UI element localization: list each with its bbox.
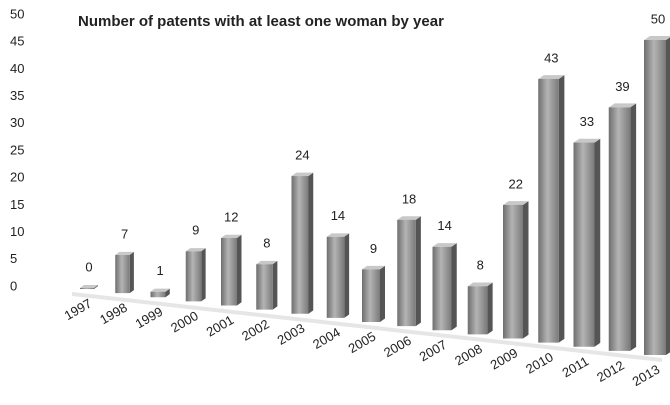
- value-label: 9: [192, 223, 199, 238]
- bar-side: [94, 285, 98, 289]
- bar: [362, 269, 380, 322]
- value-label: 14: [331, 208, 345, 223]
- x-tick-label: 2001: [204, 312, 237, 339]
- y-tick-label: 20: [10, 170, 24, 185]
- value-label: 1: [157, 263, 164, 278]
- x-tick-label: 1997: [62, 296, 95, 323]
- value-label: 39: [615, 79, 629, 94]
- bar-side: [380, 265, 385, 322]
- x-tick-label: 1998: [97, 300, 130, 327]
- x-tick-label: 2000: [168, 308, 201, 335]
- value-label: 22: [509, 176, 523, 191]
- bar: [221, 238, 237, 306]
- floor: [72, 292, 662, 362]
- bar-side: [523, 201, 529, 339]
- bar-top: [644, 36, 670, 40]
- bar-side: [630, 103, 637, 351]
- bar-side: [129, 251, 134, 294]
- bar-top: [608, 103, 637, 108]
- bar-side: [201, 248, 206, 302]
- bar-top: [150, 288, 170, 292]
- bar-top: [573, 138, 601, 143]
- bar: [608, 107, 631, 351]
- y-tick-label: 15: [10, 197, 24, 212]
- y-tick-label: 45: [10, 34, 24, 49]
- value-label: 24: [295, 147, 309, 162]
- bar-side: [165, 288, 170, 298]
- x-tick-label: 2010: [523, 349, 556, 376]
- bar-side: [594, 138, 601, 347]
- value-label: 43: [544, 50, 558, 65]
- x-tick-label: 2004: [310, 324, 343, 351]
- value-label: 33: [580, 114, 594, 129]
- bar-top: [397, 216, 421, 220]
- bar: [397, 219, 416, 327]
- bar: [432, 246, 452, 331]
- bar: [503, 204, 523, 339]
- value-label: 12: [224, 209, 238, 224]
- x-tick-label: 2006: [381, 333, 414, 360]
- value-label: 7: [121, 226, 128, 241]
- x-tick-label: 2002: [239, 316, 272, 343]
- bar: [185, 251, 202, 302]
- bar-side: [237, 234, 242, 306]
- bar: [538, 78, 559, 343]
- x-tick-label: 2009: [488, 345, 521, 372]
- x-tick-label: 1999: [133, 304, 166, 331]
- bar: [150, 291, 166, 298]
- y-tick-label: 40: [10, 61, 24, 76]
- bar-side: [487, 282, 493, 335]
- x-tick-label: 2011: [559, 353, 591, 380]
- bar: [573, 142, 595, 347]
- bar-side: [415, 216, 421, 327]
- bar: [115, 254, 130, 294]
- bar-side: [272, 260, 278, 310]
- y-tick-label: 5: [10, 251, 17, 266]
- x-tick-label: 2007: [417, 337, 450, 364]
- bar-top: [326, 233, 350, 237]
- y-tick-label: 10: [10, 224, 24, 239]
- y-tick-label: 30: [10, 115, 24, 130]
- x-tick-label: 2008: [452, 341, 485, 368]
- x-tick-label: 2003: [275, 320, 308, 347]
- value-label: 0: [85, 259, 92, 274]
- value-label: 18: [402, 191, 416, 206]
- bar: [467, 286, 488, 335]
- x-tick-label: 2013: [630, 362, 663, 389]
- bar-side: [308, 172, 314, 314]
- bar-top: [432, 243, 457, 247]
- value-label: 9: [370, 241, 377, 256]
- bar-top: [115, 251, 134, 255]
- bar-top: [185, 248, 206, 252]
- y-tick-label: 0: [10, 278, 17, 293]
- bar: [326, 236, 345, 318]
- value-label: 50: [651, 11, 665, 26]
- chart-title: Number of patents with at least one woma…: [78, 13, 444, 30]
- bar: [291, 176, 309, 314]
- bar-top: [362, 265, 385, 270]
- bar-top: [221, 234, 242, 238]
- bar-side: [558, 75, 565, 343]
- bar-top: [256, 260, 278, 265]
- y-tick-label: 35: [10, 88, 24, 103]
- bar-top: [291, 172, 314, 177]
- x-tick-label: 2012: [594, 357, 627, 384]
- bar-side: [451, 243, 457, 331]
- bar-top: [467, 282, 493, 287]
- x-tick-label: 2005: [346, 329, 379, 356]
- bar: [80, 288, 94, 289]
- value-label: 8: [263, 236, 270, 251]
- bar-top: [503, 201, 529, 205]
- value-label: 8: [477, 258, 484, 273]
- y-tick-label: 25: [10, 142, 24, 157]
- bar-top: [80, 285, 98, 288]
- bar: [256, 264, 273, 310]
- bar-side: [344, 233, 350, 318]
- bar-top: [538, 75, 565, 79]
- bar: [644, 40, 666, 355]
- y-tick-label: 50: [10, 6, 24, 21]
- value-label: 14: [437, 218, 451, 233]
- bar-side: [666, 37, 670, 355]
